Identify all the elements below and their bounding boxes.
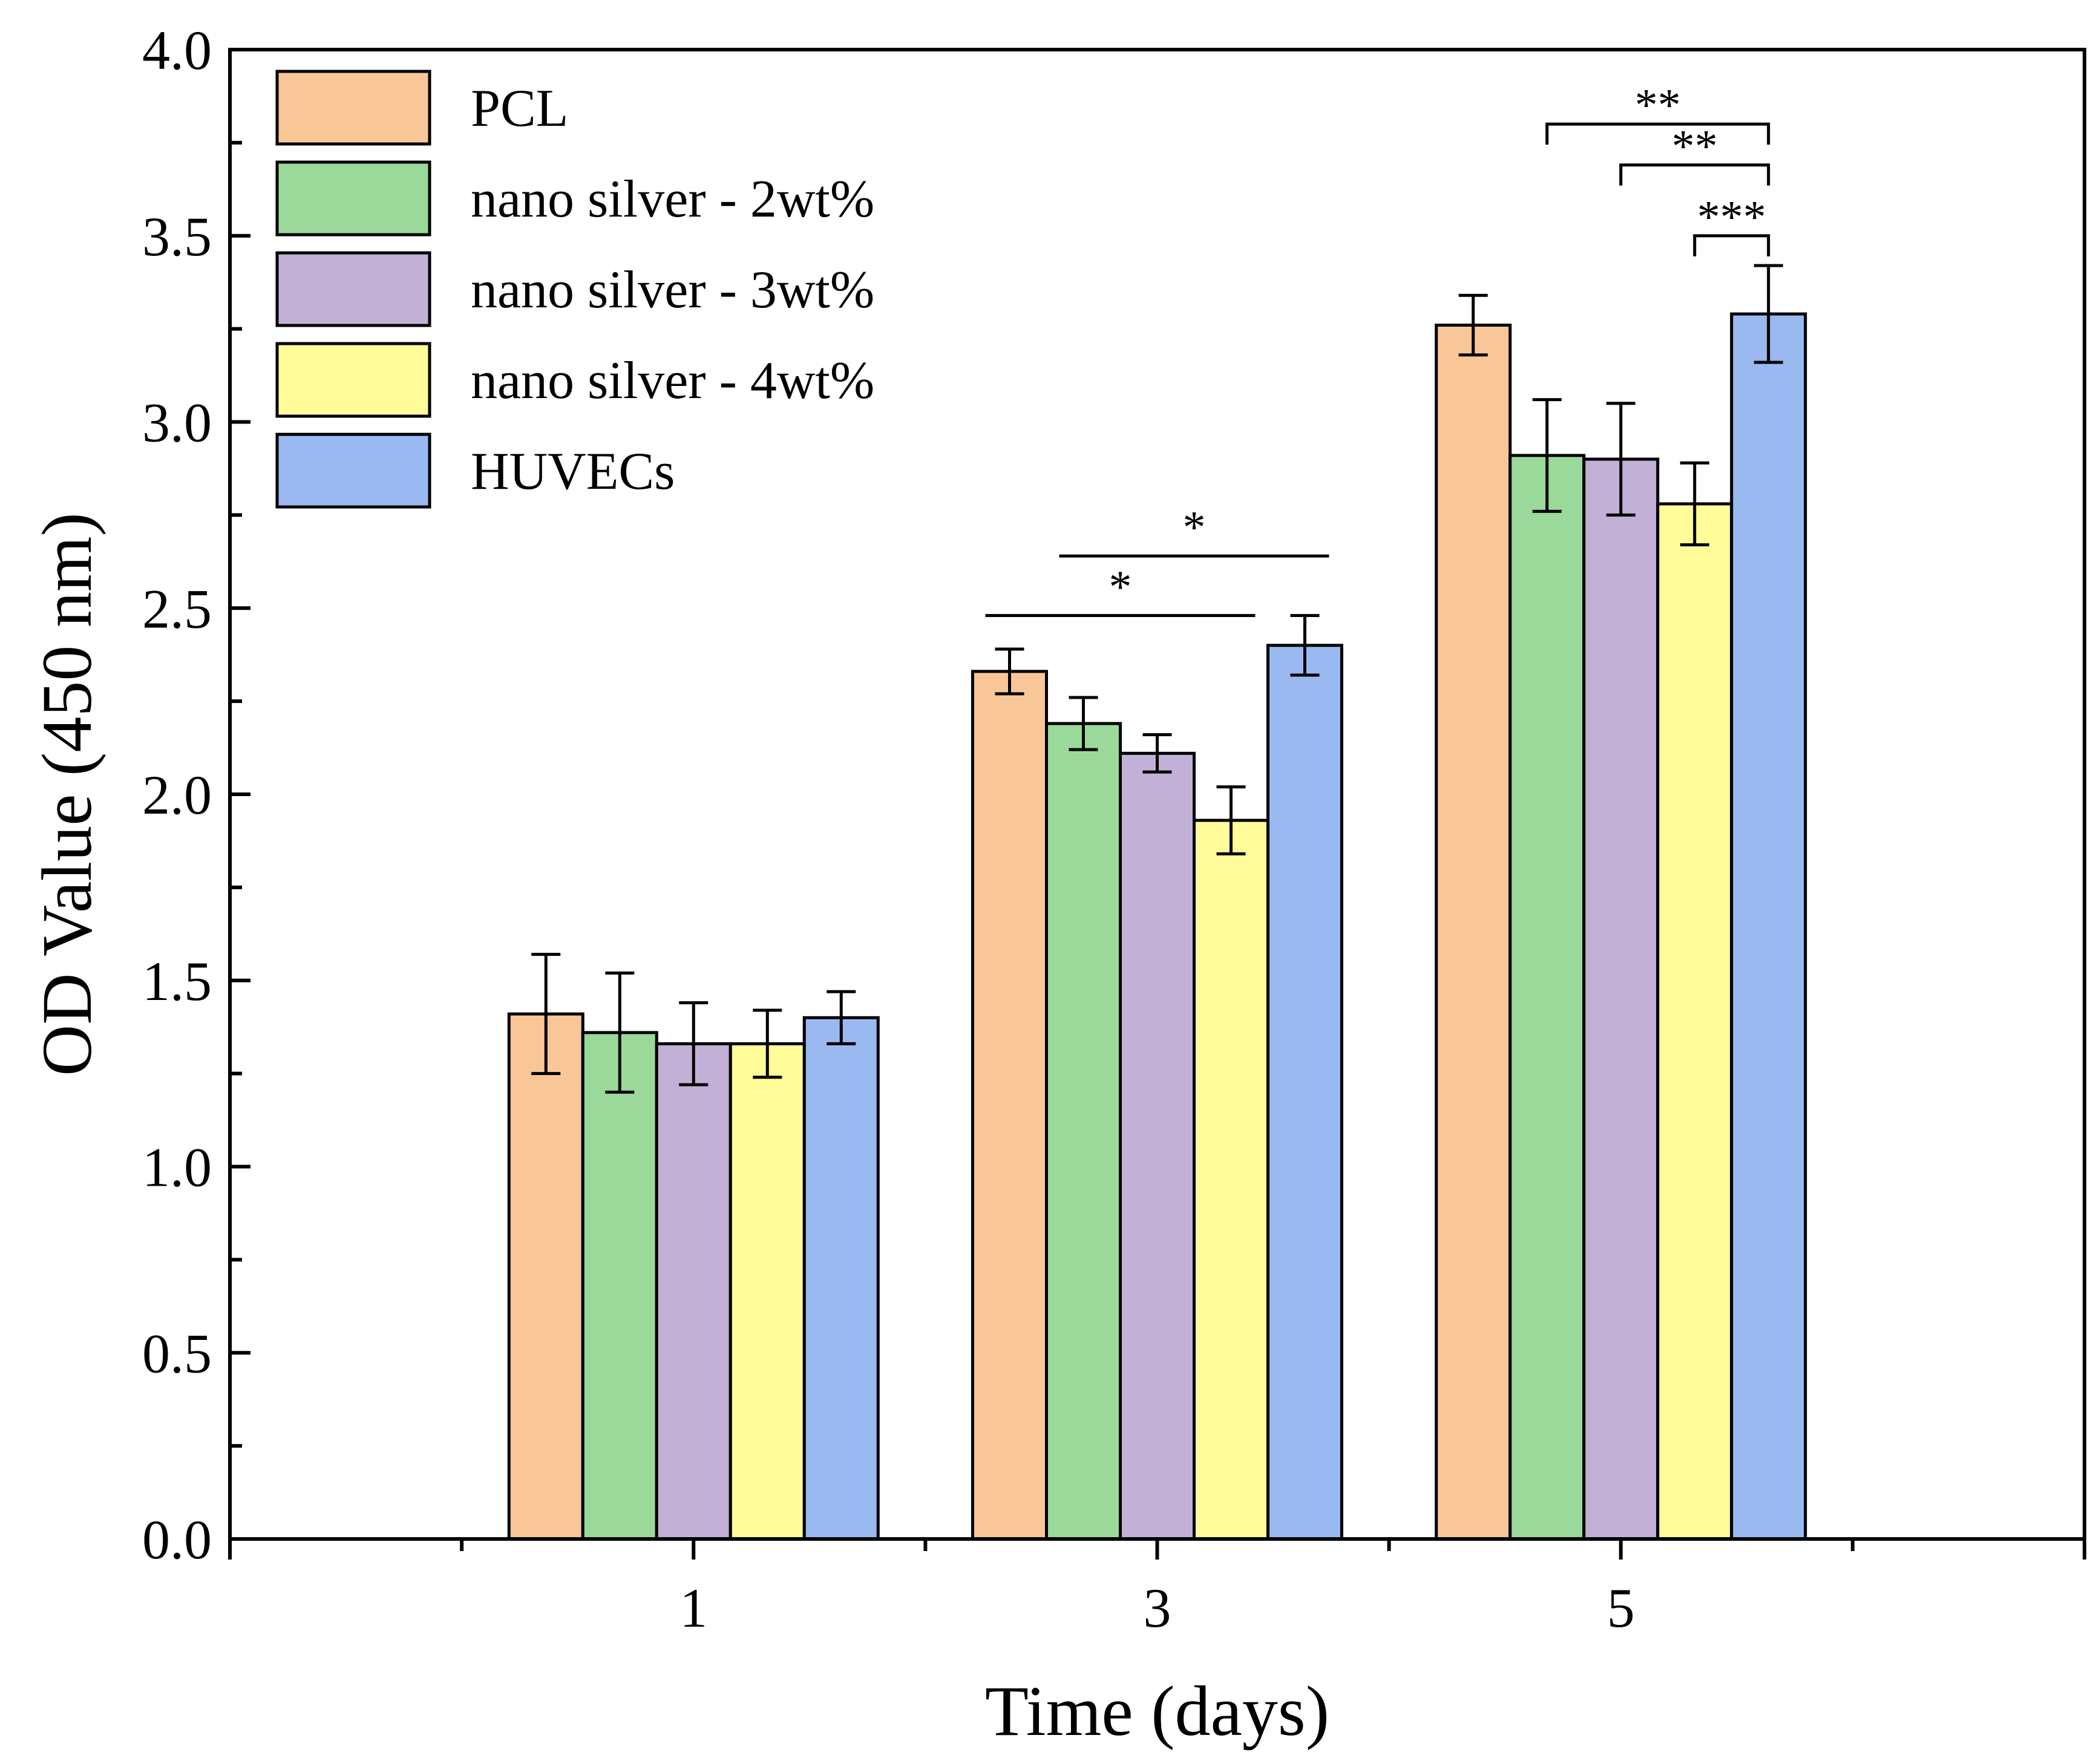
bar-4-day-5	[1656, 502, 1734, 1541]
legend-label-2: nano silver - 2wt%	[471, 170, 874, 229]
bar-3-day-5	[1582, 457, 1660, 1541]
x-tick-label: 3	[1144, 1577, 1171, 1639]
legend-label-5: HUVECs	[471, 442, 675, 501]
significance-label: ***	[1697, 192, 1766, 243]
y-tick-label: 0.0	[142, 1509, 212, 1570]
bar-5-day-3	[1266, 644, 1343, 1541]
legend-swatch-1	[275, 70, 431, 146]
y-tick-label: 2.0	[142, 764, 212, 826]
y-tick-label: 0.5	[142, 1322, 212, 1384]
significance-bracket	[1619, 163, 1770, 186]
error-bars-layer	[531, 264, 1783, 1094]
bar-2-day-5	[1508, 454, 1586, 1541]
bar-2-day-3	[1045, 722, 1122, 1541]
axes-layer: 0.0 0.5 1.0 1.5 2.0 2.5 3.0 3.5 4.0 1 3 5	[142, 19, 2086, 1639]
bar-2-day-1	[581, 1031, 658, 1541]
bar-3-day-3	[1119, 751, 1196, 1541]
significance-bracket	[1545, 122, 1770, 145]
bar-5-day-5	[1730, 312, 1807, 1541]
y-tick-label: 4.0	[142, 19, 212, 81]
y-tick-label: 2.5	[142, 578, 212, 639]
bar-3-day-1	[655, 1042, 732, 1541]
legend: PCL nano silver - 2wt% nano silver - 3wt% n…	[275, 70, 874, 509]
bar-4-day-3	[1193, 818, 1269, 1541]
bar-1-day-5	[1435, 323, 1512, 1541]
significance-label: **	[1635, 80, 1681, 131]
legend-swatch-4	[275, 342, 431, 418]
legend-swatch-2	[275, 160, 431, 237]
y-tick-label: 3.5	[142, 206, 212, 267]
legend-label-3: nano silver - 3wt%	[471, 261, 874, 319]
bar-1-day-1	[507, 1012, 585, 1541]
significance-label: *	[1109, 562, 1132, 613]
x-tick-label: 5	[1607, 1577, 1635, 1639]
bar-1-day-3	[971, 670, 1048, 1541]
y-tick-label: 3.0	[142, 392, 212, 454]
significance-layer: *********	[985, 80, 1770, 618]
y-tick-label: 1.5	[142, 950, 212, 1012]
significance-bracket	[1693, 234, 1770, 256]
y-axis-title: OD Value (450 nm)	[27, 512, 106, 1076]
bar-4-day-1	[729, 1042, 806, 1541]
significance-label: **	[1672, 121, 1718, 172]
x-axis-title: Time (days)	[985, 1671, 1329, 1751]
y-tick-label: 1.0	[142, 1137, 212, 1198]
bar-5-day-1	[802, 1016, 880, 1541]
significance-label: *	[1183, 502, 1206, 553]
legend-label-1: PCL	[471, 79, 568, 138]
legend-label-4: nano silver - 4wt%	[471, 351, 874, 410]
legend-swatch-5	[275, 433, 431, 509]
bars-layer	[507, 312, 1807, 1541]
legend-swatch-3	[275, 251, 431, 327]
x-tick-label: 1	[679, 1577, 707, 1639]
